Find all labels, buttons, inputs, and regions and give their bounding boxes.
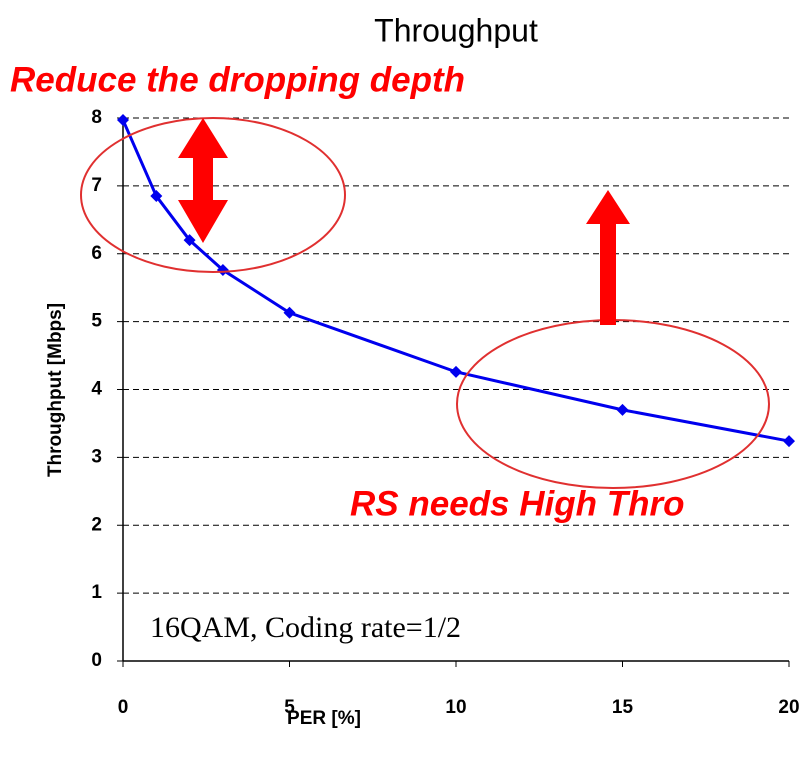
y-tick-label: 0 [91, 650, 102, 671]
up-arrow [586, 190, 630, 325]
plot-area: 0 1 2 3 4 5 6 7 8 0 5 10 15 20 [91, 107, 799, 718]
data-point [783, 435, 795, 448]
data-point [117, 114, 129, 127]
data-point [450, 365, 462, 378]
x-tick-label: 0 [118, 697, 129, 718]
y-tick-label: 1 [91, 582, 102, 603]
data-point [283, 306, 296, 319]
y-tick-label: 3 [91, 446, 102, 467]
annotation: Reduce the dropping depth [10, 60, 465, 99]
highlight-ellipse [80, 117, 346, 273]
x-tick-label: 20 [778, 697, 799, 718]
chart-title: Throughput [374, 12, 538, 48]
y-tick-label: 6 [91, 243, 102, 264]
y-tick-label: 7 [91, 175, 102, 196]
x-tick-label: 10 [445, 697, 466, 718]
x-tick-label: 15 [612, 697, 634, 718]
y-tick-label: 4 [91, 379, 102, 400]
y-axis-label: Throughput [Mbps] [45, 303, 66, 477]
annotation: RS needs High Thro [350, 484, 684, 523]
y-tick-label: 5 [91, 311, 102, 332]
data-point [616, 403, 629, 416]
y-tick-label: 2 [91, 514, 102, 535]
x-tick-label: 5 [284, 697, 295, 718]
series-line [121, 119, 790, 443]
data-point [216, 264, 229, 277]
data-point [183, 234, 196, 247]
double-arrow [178, 118, 228, 243]
data-point [150, 190, 163, 203]
highlight-ellipse [456, 319, 770, 489]
series-label: 16QAM, Coding rate=1/2 [150, 611, 461, 644]
x-axis-label: PER [%] [287, 708, 361, 729]
y-tick-label: 8 [91, 107, 102, 128]
